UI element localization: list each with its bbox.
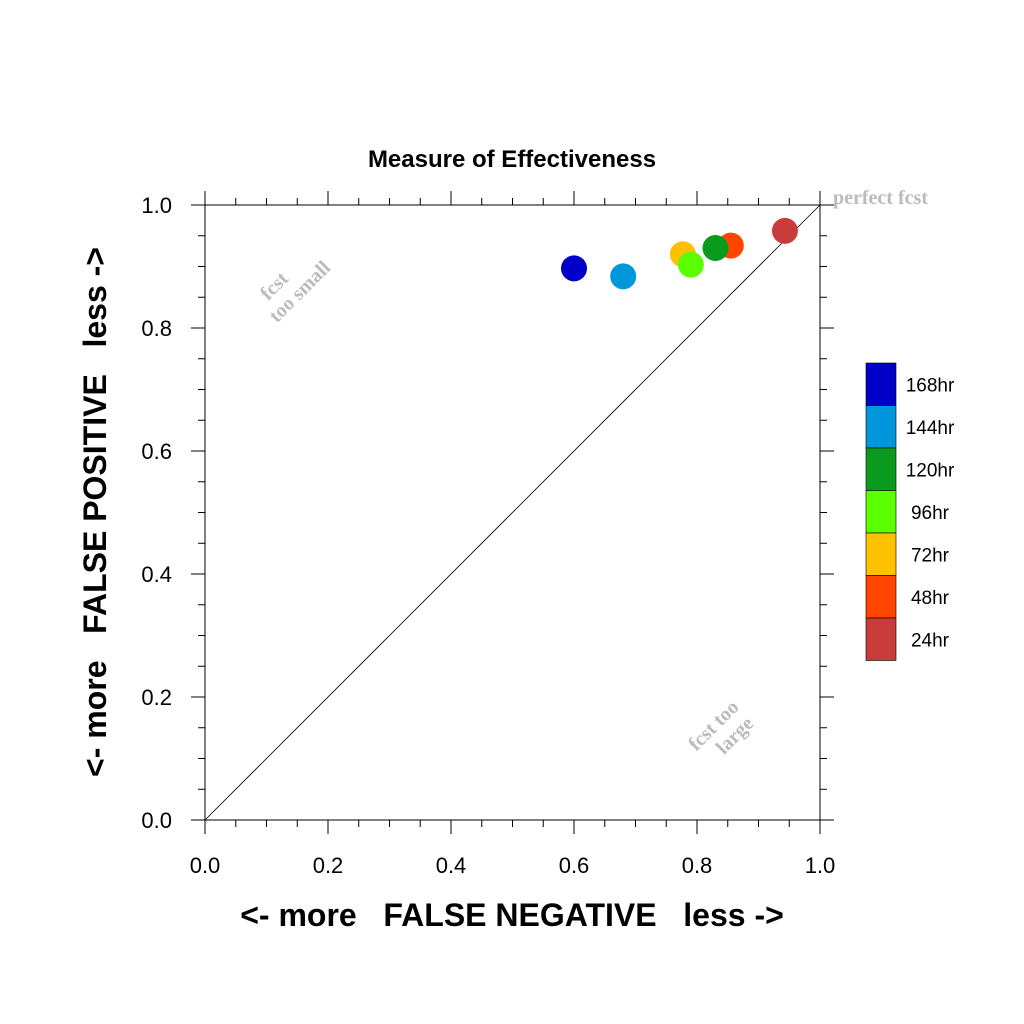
- legend-swatch-96hr: [865, 490, 897, 534]
- x-tick-label: 1.0: [805, 853, 836, 878]
- legend-label-144hr: 144hr: [906, 418, 955, 439]
- point-24hr: [771, 217, 798, 244]
- y-tick-label: 0.2: [141, 685, 172, 710]
- y-tick-label: 1.0: [141, 193, 172, 218]
- legend-label-120hr: 120hr: [906, 460, 955, 481]
- point-120hr: [702, 235, 729, 262]
- diagonal-reference-line: [204, 204, 821, 821]
- point-144hr: [610, 263, 637, 290]
- legend-label-72hr: 72hr: [911, 545, 950, 566]
- data-points: [561, 217, 798, 290]
- axis-ticks: [191, 191, 834, 834]
- y-tick-label: 0.4: [141, 562, 172, 587]
- annotation-too-small: fcst too small: [256, 257, 335, 327]
- x-tick-label: 0.8: [682, 853, 713, 878]
- legend-swatch-72hr: [865, 532, 897, 576]
- x-tick-label: 0.0: [190, 853, 221, 878]
- chart-title: Measure of Effectiveness: [368, 146, 656, 173]
- legend-label-48hr: 48hr: [911, 588, 950, 609]
- annotation-too-large: fcst too large: [684, 696, 758, 759]
- x-axis-title: <- more FALSE NEGATIVE less ->: [240, 897, 784, 933]
- y-tick-label: 0.0: [141, 808, 172, 833]
- y-axis-title: <- more FALSE POSITIVE less ->: [77, 247, 113, 777]
- legend-swatch-24hr: [865, 617, 897, 661]
- legend-swatch-120hr: [865, 447, 897, 491]
- legend: 168hr 144hr 120hr 96hr 72hr 48hr 24hr: [865, 362, 955, 661]
- legend-label-168hr: 168hr: [906, 375, 955, 396]
- tick-labels: 0.0 0.2 0.4 0.6 0.8 1.0 0.0 0.2 0.4 0.6 0.8 1.0: [141, 193, 835, 878]
- legend-swatch-168hr: [865, 362, 897, 406]
- x-tick-label: 0.6: [559, 853, 590, 878]
- x-tick-label: 0.2: [313, 853, 344, 878]
- y-tick-label: 0.6: [141, 439, 172, 464]
- point-168hr: [561, 255, 587, 282]
- legend-label-96hr: 96hr: [911, 503, 950, 524]
- point-96hr: [677, 251, 704, 278]
- annotation-perfect-fcst: perfect fcst: [833, 187, 928, 209]
- legend-label-24hr: 24hr: [911, 630, 950, 651]
- legend-swatch-144hr: [865, 405, 897, 449]
- legend-swatch-48hr: [865, 575, 897, 619]
- x-tick-label: 0.4: [436, 853, 467, 878]
- y-tick-label: 0.8: [141, 316, 172, 341]
